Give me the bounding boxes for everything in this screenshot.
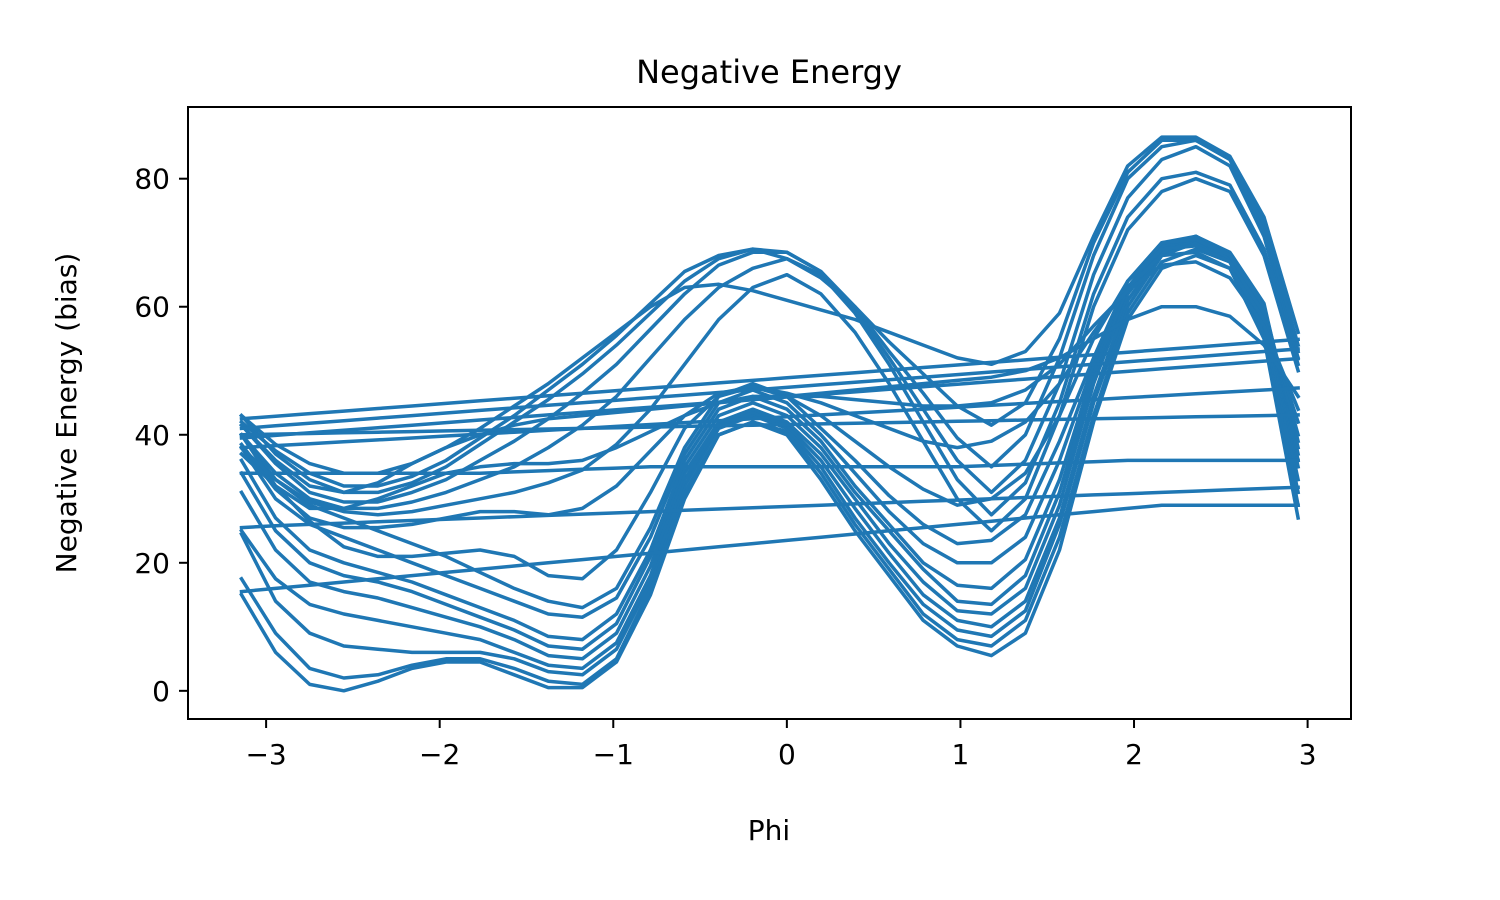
series-line-5 <box>239 234 1301 661</box>
plot-frame <box>187 106 1352 720</box>
x-tick-label: 0 <box>778 738 796 771</box>
series-line-15 <box>239 170 1301 517</box>
x-tick-label: −2 <box>419 738 460 771</box>
x-axis-label: Phi <box>748 814 790 847</box>
series-line-22 <box>239 503 1300 594</box>
y-tick-label: 80 <box>134 163 170 196</box>
y-axis: 0 20 40 60 80 <box>134 163 188 708</box>
series-line-23 <box>239 386 1300 450</box>
series-line-17 <box>239 138 1301 495</box>
series-line-20 <box>239 458 1300 475</box>
x-axis: −3 −2 −1 0 1 2 3 <box>245 719 1317 771</box>
series-line-26 <box>239 337 1300 421</box>
y-axis-label: Negative Energy (bias) <box>50 253 83 574</box>
series-line-7 <box>239 234 1301 642</box>
x-tick-label: −1 <box>593 738 634 771</box>
y-tick-label: 0 <box>152 675 170 708</box>
series-line-24 <box>239 356 1300 440</box>
chart-title: Negative Energy <box>636 53 902 91</box>
series-line-25 <box>239 347 1300 431</box>
series-line-2 <box>239 247 1301 687</box>
y-tick-label: 20 <box>134 547 170 580</box>
x-tick-label: −3 <box>245 738 286 771</box>
series-line-27 <box>239 413 1300 437</box>
x-tick-label: 1 <box>952 738 970 771</box>
y-tick-label: 40 <box>134 419 170 452</box>
series-line-19 <box>239 135 1301 475</box>
series-line-21 <box>239 485 1300 530</box>
x-tick-label: 3 <box>1299 738 1317 771</box>
x-tick-label: 2 <box>1125 738 1143 771</box>
series-group <box>239 135 1301 693</box>
series-line-14 <box>239 176 1301 533</box>
y-tick-label: 60 <box>134 291 170 324</box>
